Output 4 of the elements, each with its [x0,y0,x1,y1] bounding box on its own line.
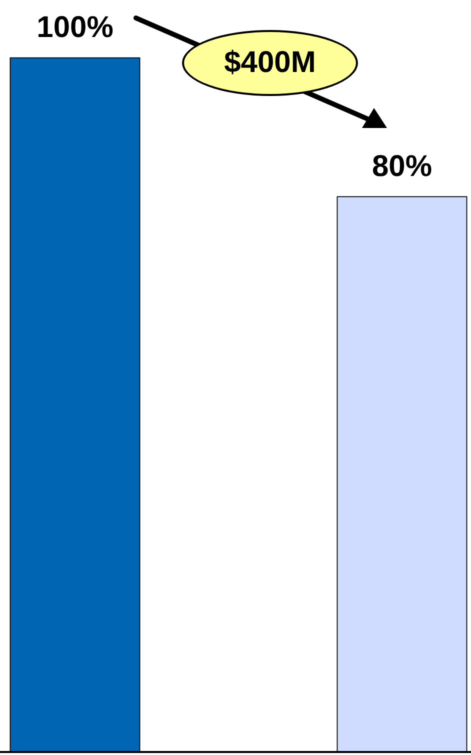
callout-bubble: $400M [182,30,358,96]
data-label: 80% [372,150,432,183]
annotation: $400M [224,46,316,80]
data-label: 100% [36,10,114,44]
